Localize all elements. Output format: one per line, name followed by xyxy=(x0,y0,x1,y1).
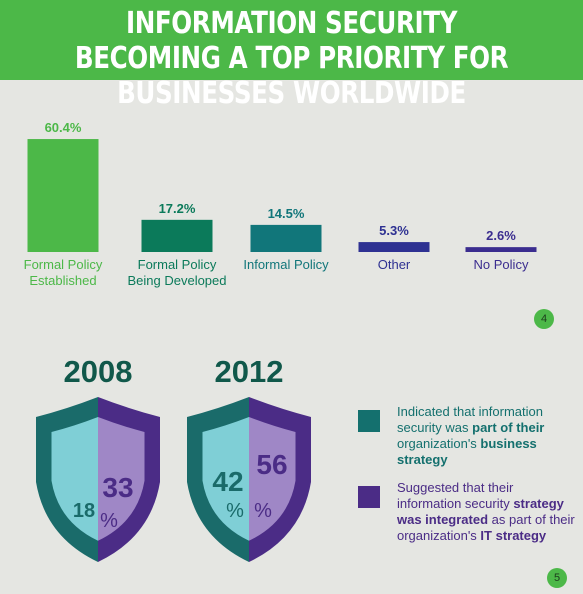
category-label: Formal Policy Established xyxy=(23,257,103,288)
legend-text-segment: IT strategy xyxy=(480,528,547,543)
unit: % xyxy=(100,510,118,532)
business-share: 18 xyxy=(73,500,95,522)
category-label: Formal Policy Being Developed xyxy=(127,257,227,288)
bar xyxy=(465,247,537,252)
it-share: 56 xyxy=(256,449,287,480)
legend-text-segment: part of their xyxy=(472,420,545,435)
title: INFORMATION SECURITY BECOMING A TOP PRIO… xyxy=(74,6,509,111)
year: 2008 xyxy=(64,354,133,389)
shield-inner xyxy=(249,417,296,541)
legend-swatch xyxy=(358,486,380,508)
category-label: Informal Policy xyxy=(243,257,329,272)
value-label: 2.6% xyxy=(486,228,516,244)
legend-text-segment: Suggested that their information securit… xyxy=(397,480,514,511)
value-label: 14.5% xyxy=(267,205,305,221)
unit: % xyxy=(226,500,244,522)
category-label: Other xyxy=(377,257,411,272)
legend-text: Indicated that information security was … xyxy=(397,404,577,468)
bar xyxy=(27,139,99,252)
legend-swatch xyxy=(358,410,380,432)
it-share: 33 xyxy=(102,472,133,503)
legend-text-segment: strategy was integrated xyxy=(397,496,564,527)
shield-inner xyxy=(98,417,145,541)
legend-text-segment: as part of their organization's xyxy=(397,512,575,543)
bar xyxy=(250,224,322,252)
legend-text-segment: organization's xyxy=(397,436,481,451)
shield-inner xyxy=(51,417,98,541)
legend-text-segment: Indicated that information security was xyxy=(397,404,543,435)
bar xyxy=(141,219,213,252)
page-number: 5 xyxy=(547,568,567,588)
unit: % xyxy=(254,500,272,522)
legend-text-segment: business strategy xyxy=(397,436,537,467)
page-number: 4 xyxy=(534,309,554,329)
value-label: 5.3% xyxy=(379,223,409,239)
value-label: 60.4% xyxy=(44,120,82,136)
category-label: No Policy xyxy=(473,257,529,272)
shield-inner xyxy=(202,417,249,541)
business-share: 42 xyxy=(212,466,243,497)
value-label: 17.2% xyxy=(158,200,196,216)
bar xyxy=(358,242,430,252)
year: 2012 xyxy=(215,354,284,389)
legend-text: Suggested that their information securit… xyxy=(397,480,577,544)
header-band xyxy=(0,0,583,80)
